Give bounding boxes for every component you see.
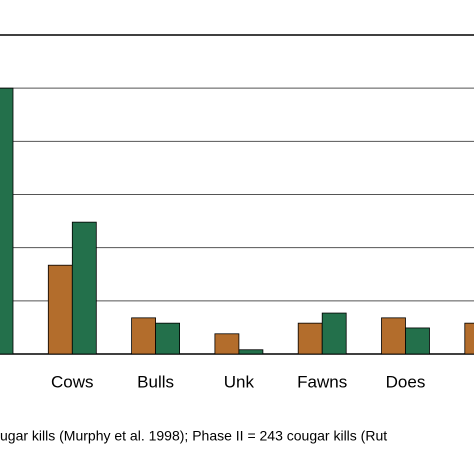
caption: ugar kills (Murphy et al. 1998); Phase I… xyxy=(0,428,387,444)
bar xyxy=(297,322,323,355)
x-tick-label: Unk xyxy=(224,372,255,391)
bar xyxy=(71,221,97,355)
bar xyxy=(155,322,181,355)
bar xyxy=(405,327,430,355)
x-tick-label: Does xyxy=(386,372,426,391)
bar xyxy=(464,322,474,355)
bar xyxy=(238,349,264,355)
bar xyxy=(131,317,157,355)
bar xyxy=(381,317,406,355)
bar xyxy=(47,264,73,355)
x-tick-label: Cows xyxy=(51,372,94,391)
bar xyxy=(321,312,347,355)
x-tick-label: Bulls xyxy=(137,372,174,391)
x-tick-label: Fawns xyxy=(297,372,347,391)
bar xyxy=(0,87,14,355)
bar xyxy=(214,333,240,355)
